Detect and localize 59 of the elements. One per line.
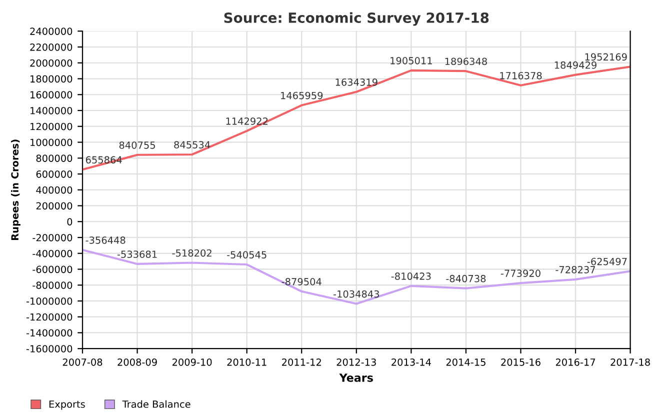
y-tick-label: 2400000 xyxy=(30,28,72,35)
legend-label: Trade Balance xyxy=(122,400,190,408)
y-tick-label: 1800000 xyxy=(30,75,72,83)
y-tick-label: -400000 xyxy=(32,250,72,258)
y-tick-label: -1400000 xyxy=(26,329,72,337)
data-label: 1849429 xyxy=(554,61,596,69)
x-tick-label: 2009-10 xyxy=(172,358,212,366)
y-tick-label: 2000000 xyxy=(30,59,72,67)
legend-label: Exports xyxy=(49,400,85,410)
x-tick-label: 2007-08 xyxy=(62,358,102,366)
y-tick-label: 800000 xyxy=(36,154,72,162)
y-tick-label: 1200000 xyxy=(30,122,72,130)
x-tick-label: 2015-16 xyxy=(501,358,540,366)
data-label: 1896348 xyxy=(445,58,487,66)
y-axis-title: Rupees (in Crores) xyxy=(11,140,20,240)
y-tick-label: -600000 xyxy=(32,266,72,274)
data-label: 840755 xyxy=(119,141,155,149)
x-tick-label: 2016-17 xyxy=(556,358,595,366)
data-label: 1905011 xyxy=(390,57,432,64)
data-label: -533681 xyxy=(117,250,157,258)
data-label: 845534 xyxy=(174,141,210,148)
x-tick-label: 2013-14 xyxy=(392,358,431,366)
x-tick-label: 2011-12 xyxy=(282,358,321,366)
data-label: 1142922 xyxy=(226,117,268,125)
y-tick-label: 1400000 xyxy=(30,106,72,114)
data-label: 1716378 xyxy=(500,72,542,80)
data-label: -728237 xyxy=(556,266,595,274)
data-label: -518202 xyxy=(172,249,212,257)
x-tick-label: 2017-18 xyxy=(610,358,650,366)
data-label: 1952169 xyxy=(585,53,627,61)
y-tick-label: 600000 xyxy=(36,170,72,178)
x-tick-label: 2010-11 xyxy=(227,358,266,366)
x-tick-label: 2012-13 xyxy=(336,358,376,366)
y-tick-label: 400000 xyxy=(36,186,72,194)
data-label: -540545 xyxy=(227,251,266,258)
y-tick-label: -200000 xyxy=(32,234,72,242)
data-label: 1465959 xyxy=(281,92,323,100)
y-tick-label: 200000 xyxy=(36,202,72,210)
data-label: -773920 xyxy=(500,270,540,277)
x-axis-title: Years xyxy=(339,374,373,382)
y-tick-label: 1600000 xyxy=(30,91,72,98)
data-label: -840738 xyxy=(446,274,486,282)
y-tick-label: -800000 xyxy=(32,282,72,289)
y-tick-label: -1200000 xyxy=(26,313,72,321)
data-label: -1034843 xyxy=(333,290,380,298)
y-tick-label: 1000000 xyxy=(30,138,72,146)
data-label: -625497 xyxy=(587,258,627,266)
y-tick-label: -1000000 xyxy=(26,297,72,305)
data-label: -879504 xyxy=(282,278,322,286)
y-tick-label: 2200000 xyxy=(30,43,72,51)
chart-title: Source: Economic Survey 2017-18 xyxy=(224,12,489,26)
data-label: -810423 xyxy=(391,272,431,280)
data-label: -356448 xyxy=(86,236,126,244)
data-label: 1634319 xyxy=(336,78,378,86)
x-tick-label: 2014-15 xyxy=(446,358,486,366)
line-series xyxy=(82,248,630,305)
x-tick-label: 2008-09 xyxy=(118,358,157,366)
y-tick-label: 0 xyxy=(67,218,72,226)
y-tick-label: -1600000 xyxy=(26,345,72,352)
